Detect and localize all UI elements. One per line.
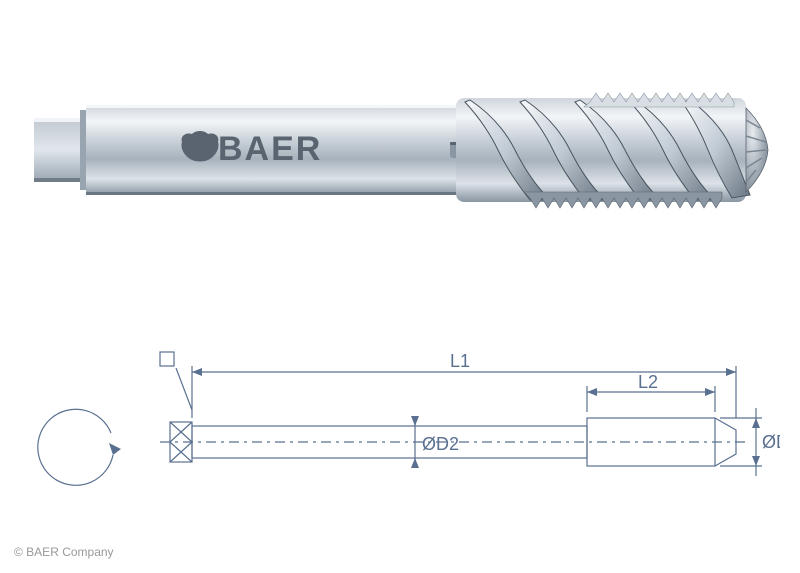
label-l2: L2 xyxy=(638,372,658,392)
technical-diagram: L1 L2 ØD2 ØD xyxy=(20,350,780,530)
label-l1: L1 xyxy=(450,351,470,371)
label-d: ØD xyxy=(762,432,780,452)
copyright-text: © BAER Company xyxy=(14,545,114,559)
label-d2: ØD2 xyxy=(422,434,459,454)
rotation-arrow xyxy=(38,409,121,485)
thread-teeth-top xyxy=(584,93,734,107)
brand-text: BAER xyxy=(218,130,322,168)
product-image: BAER xyxy=(30,50,770,250)
